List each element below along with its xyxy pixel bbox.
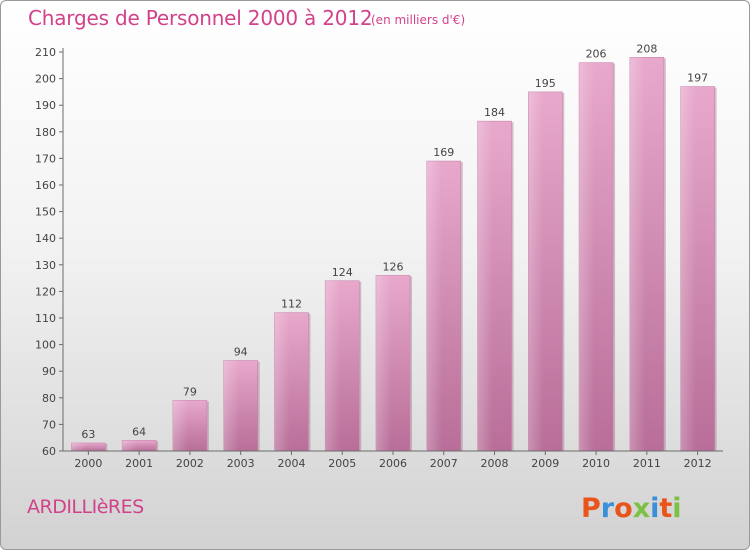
proxiti-logo-icon: Proxiti bbox=[581, 493, 682, 524]
y-tick-label: 190 bbox=[35, 99, 56, 112]
y-tick-label: 140 bbox=[35, 232, 56, 245]
x-tick-label: 2005 bbox=[328, 457, 356, 470]
data-label: 169 bbox=[433, 146, 454, 159]
bar-highlight bbox=[579, 62, 595, 451]
bar-highlight bbox=[477, 121, 493, 451]
y-tick-label: 150 bbox=[35, 206, 56, 219]
logo-letter: i bbox=[672, 493, 681, 524]
y-tick-label: 90 bbox=[42, 365, 56, 378]
data-label: 197 bbox=[687, 72, 708, 85]
bar-highlight bbox=[629, 57, 646, 451]
x-tick-label: 2010 bbox=[582, 457, 610, 470]
bar-highlight bbox=[122, 440, 138, 451]
logo-letter: o bbox=[614, 493, 633, 524]
y-tick-label: 100 bbox=[35, 339, 56, 352]
svg-text:Proxiti: Proxiti bbox=[581, 493, 682, 524]
data-label: 63 bbox=[81, 428, 95, 441]
bar-highlight bbox=[528, 91, 544, 452]
x-tick-label: 2004 bbox=[277, 457, 305, 470]
data-label: 184 bbox=[484, 106, 505, 119]
bar-highlight bbox=[172, 400, 189, 451]
proxiti-logo: Proxiti bbox=[579, 487, 699, 531]
data-label: 64 bbox=[132, 425, 146, 438]
y-tick-label: 70 bbox=[42, 418, 56, 431]
x-tick-label: 2009 bbox=[531, 457, 559, 470]
chart-title: Charges de Personnel 2000 à 2012 bbox=[28, 6, 373, 30]
y-tick-label: 80 bbox=[42, 392, 56, 405]
bar-highlight bbox=[680, 86, 696, 451]
logo-letter: t bbox=[659, 493, 672, 524]
y-tick-label: 180 bbox=[35, 126, 56, 139]
y-tick-label: 110 bbox=[35, 312, 56, 325]
y-tick-label: 120 bbox=[35, 285, 56, 298]
x-tick-label: 2003 bbox=[227, 457, 255, 470]
data-label: 195 bbox=[535, 77, 556, 90]
x-tick-label: 2002 bbox=[176, 457, 204, 470]
y-tick-label: 170 bbox=[35, 152, 56, 165]
data-label: 94 bbox=[234, 346, 248, 359]
logo-letter: P bbox=[581, 493, 601, 524]
y-tick-label: 200 bbox=[35, 73, 56, 86]
x-tick-label: 2000 bbox=[74, 457, 102, 470]
x-tick-label: 2012 bbox=[684, 457, 712, 470]
data-label: 124 bbox=[332, 266, 353, 279]
bar-highlight bbox=[223, 360, 239, 451]
data-label: 126 bbox=[383, 260, 404, 273]
data-label: 112 bbox=[281, 298, 302, 311]
bar-highlight bbox=[325, 280, 341, 451]
logo-letter: i bbox=[650, 493, 659, 524]
data-label: 206 bbox=[586, 48, 607, 61]
data-label: 79 bbox=[183, 385, 197, 398]
bar-highlight bbox=[71, 443, 87, 451]
bar-highlight bbox=[426, 161, 443, 451]
logo-letter: r bbox=[601, 493, 615, 524]
commune-name: ARDILLIèRES bbox=[27, 496, 144, 518]
x-tick-label: 2007 bbox=[430, 457, 458, 470]
y-tick-label: 60 bbox=[42, 445, 56, 458]
chart-subtitle: (en milliers d'€) bbox=[371, 13, 466, 27]
y-tick-label: 160 bbox=[35, 179, 56, 192]
data-label: 208 bbox=[636, 42, 657, 55]
bar-highlight bbox=[376, 275, 392, 451]
y-tick-label: 210 bbox=[35, 46, 56, 59]
x-tick-label: 2001 bbox=[125, 457, 153, 470]
bar-highlight bbox=[274, 312, 290, 451]
x-tick-label: 2011 bbox=[633, 457, 661, 470]
logo-letter: x bbox=[633, 493, 650, 524]
y-tick-label: 130 bbox=[35, 259, 56, 272]
x-tick-label: 2006 bbox=[379, 457, 407, 470]
x-tick-label: 2008 bbox=[481, 457, 509, 470]
